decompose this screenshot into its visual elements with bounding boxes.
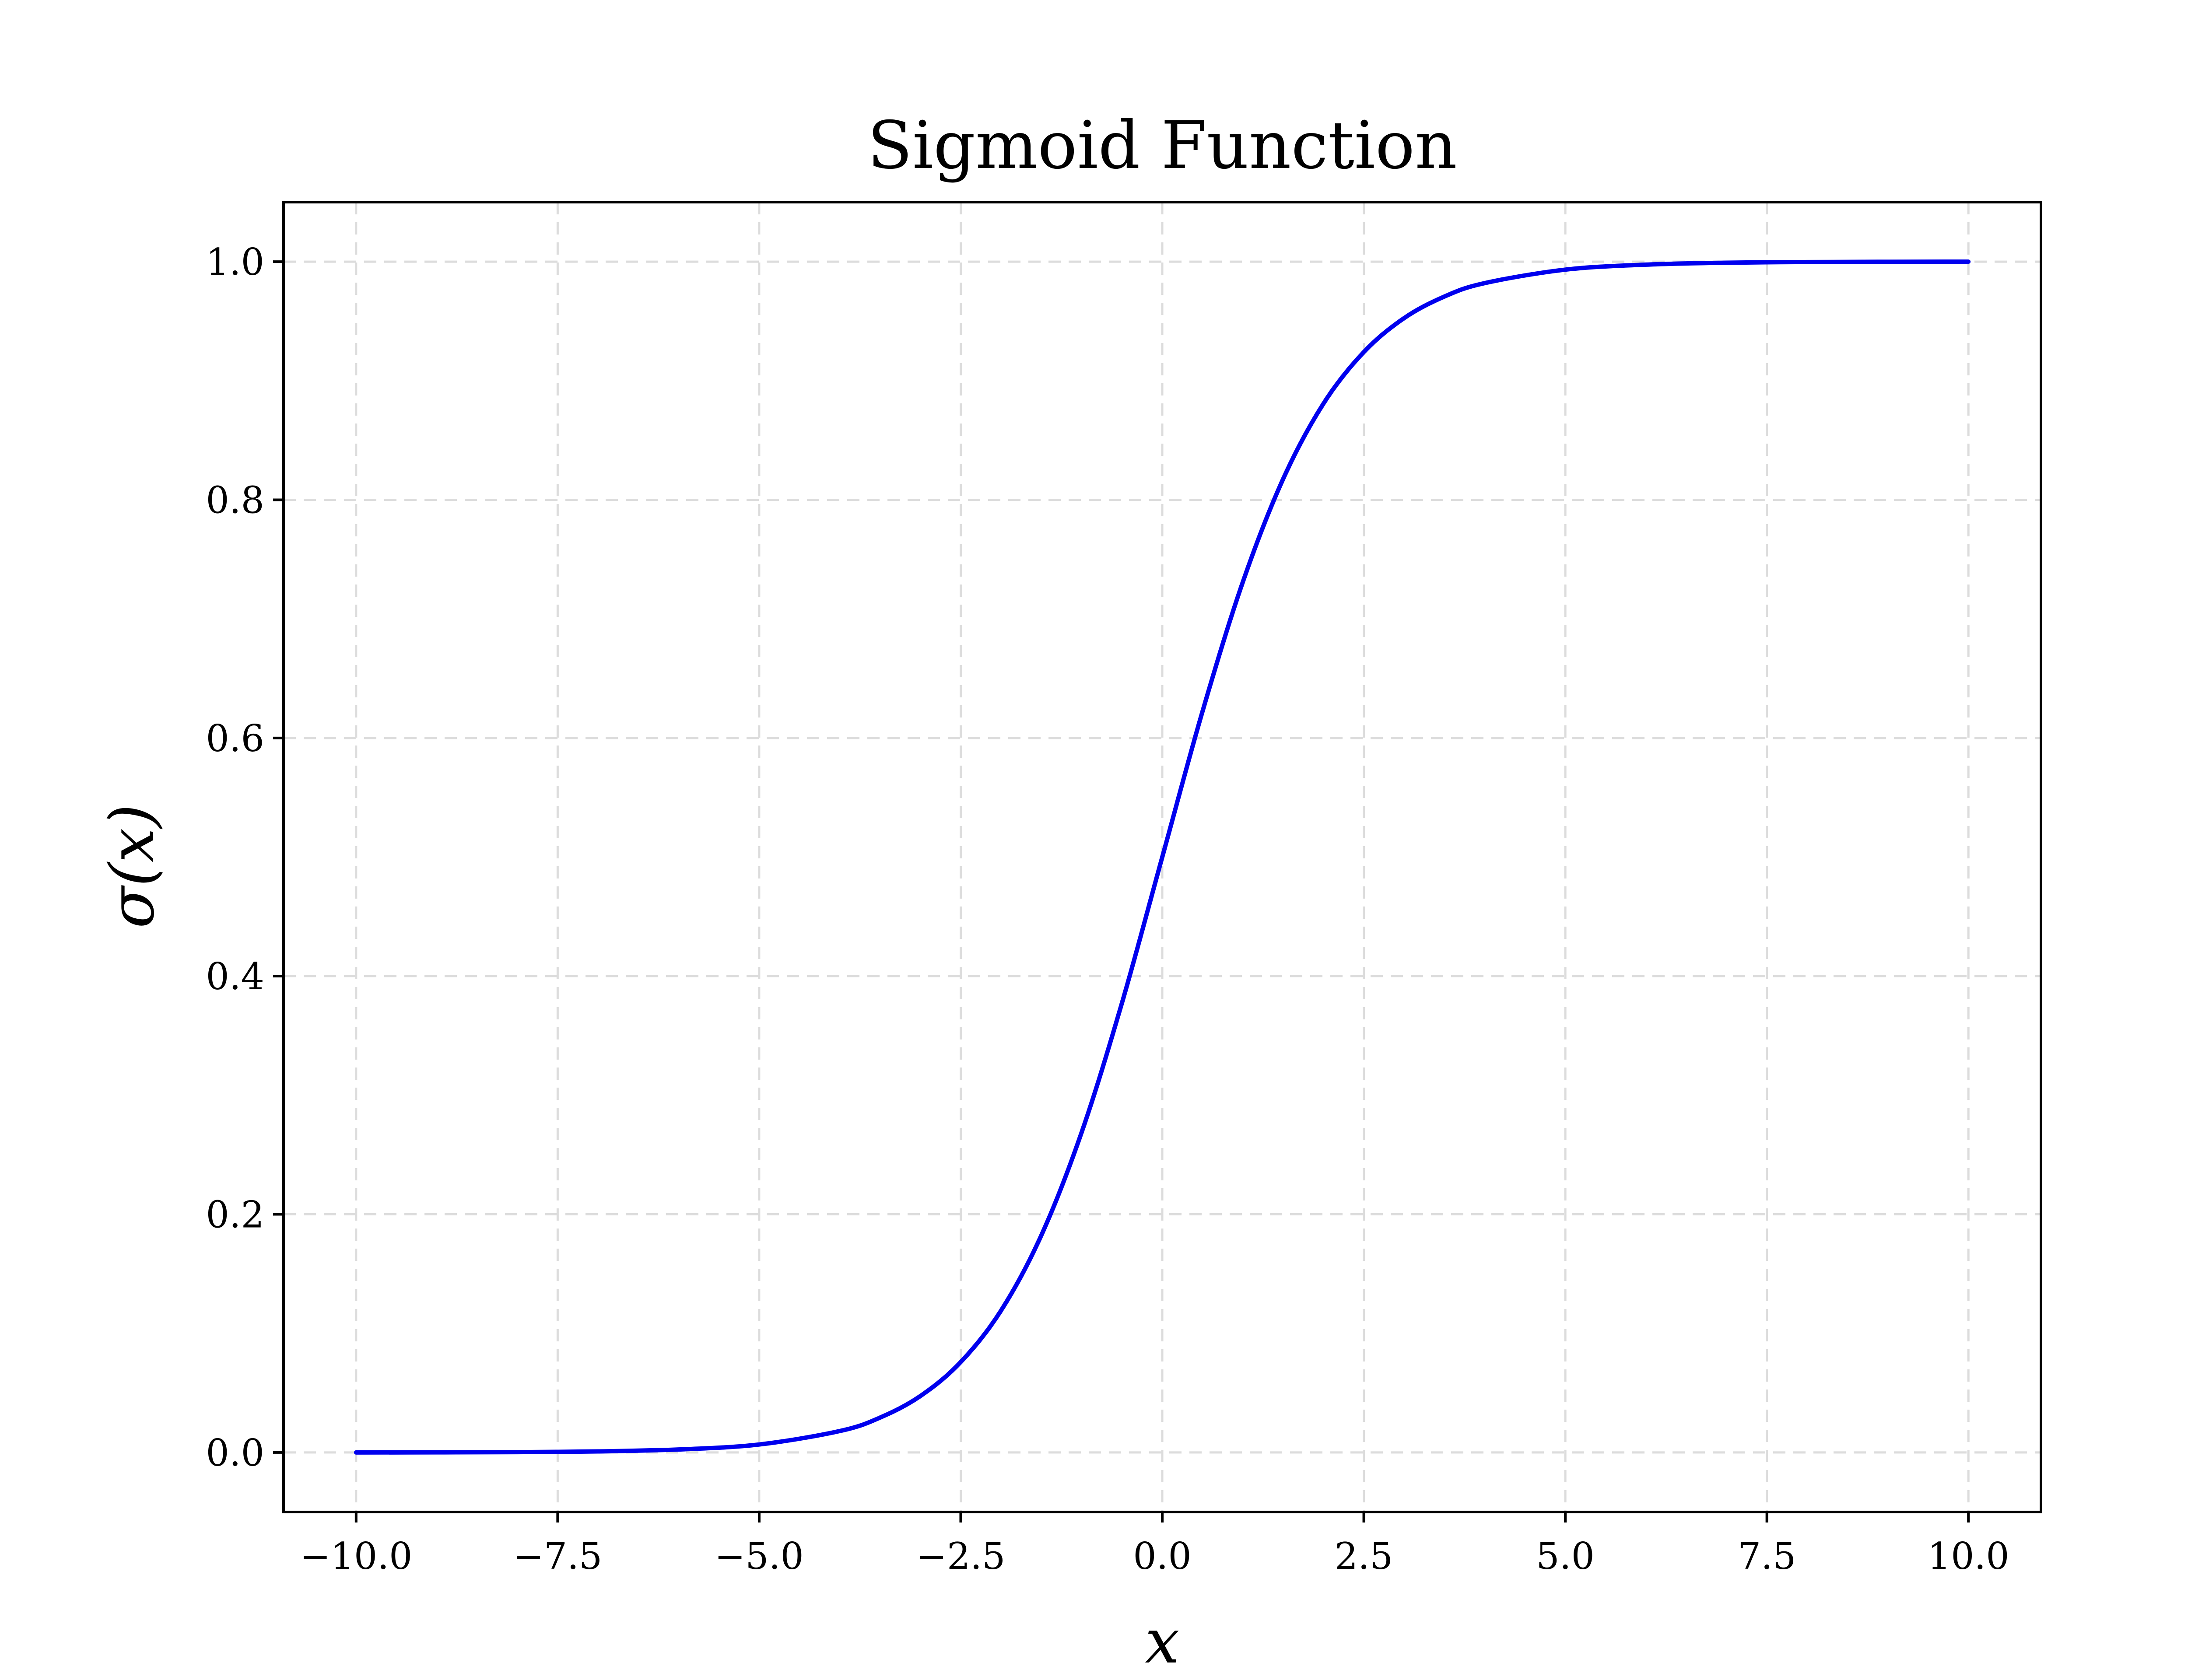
y-tick-label: 0.6 (206, 717, 264, 760)
y-tick-label: 0.0 (206, 1432, 264, 1474)
y-tick-label: 0.2 (206, 1194, 264, 1236)
x-tick-label: −7.5 (513, 1535, 602, 1578)
y-tick-label: 0.8 (206, 479, 264, 522)
x-axis-label: x (1145, 1606, 1180, 1677)
y-tick-label: 1.0 (206, 241, 264, 284)
chart-title: Sigmoid Function (867, 108, 1457, 184)
x-tick-label: −10.0 (300, 1535, 412, 1578)
x-tick-label: 7.5 (1738, 1535, 1796, 1578)
x-tick-label: −2.5 (916, 1535, 1005, 1578)
x-tick-label: 10.0 (1928, 1535, 2009, 1578)
tick-layer: −10.0 −7.5 −5.0 −2.5 0.0 2.5 5.0 7.5 10.0 0.0 0.2 0… (206, 241, 2009, 1578)
line-layer (354, 259, 1971, 1455)
x-tick-label: 0.0 (1133, 1535, 1192, 1578)
y-tick-label: 0.4 (206, 955, 264, 998)
sigmoid-curve (354, 259, 1971, 1455)
x-tick-label: −5.0 (715, 1535, 804, 1578)
x-tick-label: 2.5 (1335, 1535, 1393, 1578)
x-tick-label: 5.0 (1536, 1535, 1595, 1578)
y-axis-label: σ(x) (97, 804, 168, 928)
